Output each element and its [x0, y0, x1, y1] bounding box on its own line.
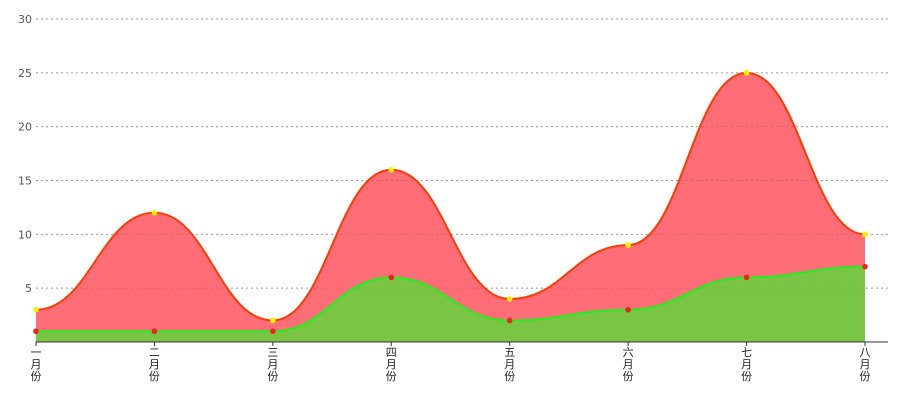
x-tick-label: 一月份	[31, 346, 42, 383]
y-tick-label: 15	[18, 175, 32, 188]
x-axis-ticks: 一月份 二月份 三月份 四月份 五月份 六月份 七月份 八月份	[31, 342, 871, 383]
x-tick-label: 八月份	[860, 346, 871, 383]
series-0-point	[862, 231, 868, 238]
x-tick-label: 六月份	[623, 346, 634, 383]
series-1-area	[36, 266, 865, 342]
series-1-point	[270, 328, 276, 335]
y-axis-ticks: 5 10 15 20 25 30	[18, 13, 32, 295]
series-0-point	[151, 210, 158, 216]
series-0-line	[35, 71, 866, 322]
series-0-point	[506, 296, 513, 302]
series-areas	[35, 71, 866, 342]
x-tick-label: 三月份	[267, 346, 278, 383]
y-tick-label: 10	[18, 228, 32, 241]
x-tick-label: 二月份	[149, 346, 160, 383]
series-1-point	[862, 263, 868, 270]
series-0-point	[743, 70, 750, 76]
y-tick-label: 5	[25, 282, 32, 295]
series-0-point	[33, 306, 39, 313]
data-points	[33, 70, 868, 335]
series-1-point	[625, 306, 631, 313]
x-tick-label: 七月份	[741, 346, 752, 383]
series-1-point	[506, 317, 513, 324]
y-tick-label: 25	[18, 67, 32, 80]
series-1-point	[388, 274, 395, 281]
series-0-point	[625, 242, 631, 248]
x-tick-label: 五月份	[504, 346, 515, 383]
series-1-point	[151, 328, 158, 335]
series-0-point	[270, 317, 276, 324]
y-tick-label: 30	[18, 13, 32, 26]
y-tick-label: 20	[18, 121, 32, 134]
x-tick-label: 四月份	[386, 346, 397, 383]
series-0-point	[388, 166, 395, 173]
series-0-area	[36, 72, 865, 342]
series-1-point	[743, 274, 750, 281]
series-1-line	[36, 265, 866, 333]
series-1-point	[33, 328, 39, 335]
